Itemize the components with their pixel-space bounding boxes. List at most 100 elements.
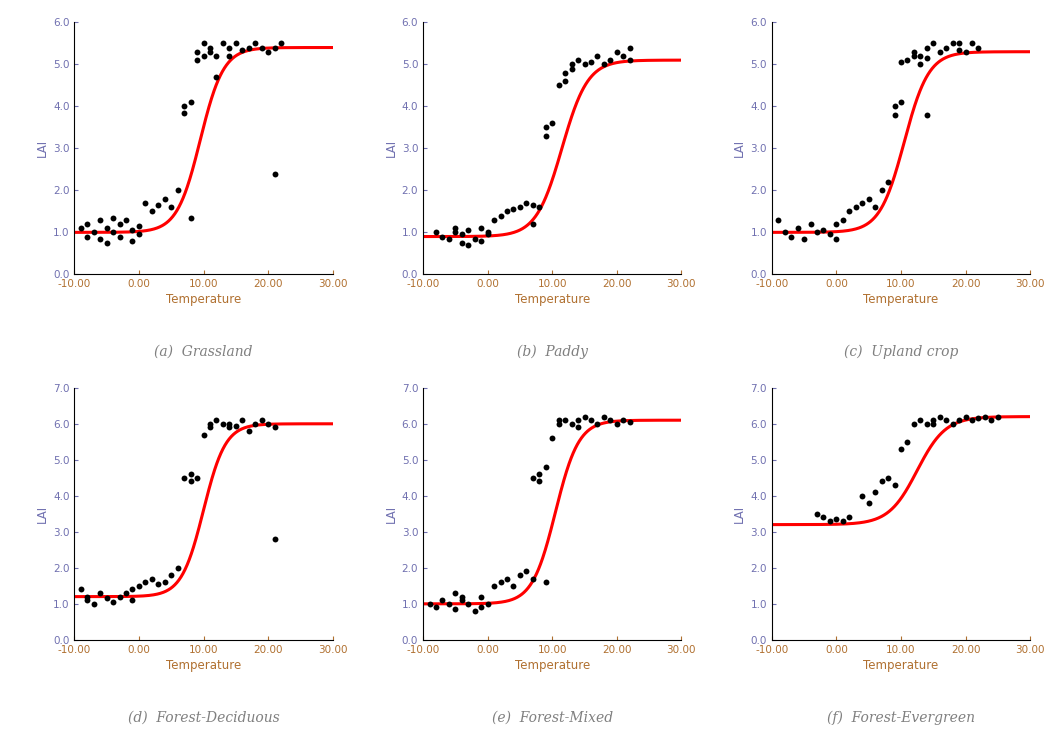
Point <box>847 201 864 213</box>
Point <box>525 472 542 484</box>
Y-axis label: LAI: LAI <box>733 504 747 523</box>
Point <box>137 197 154 209</box>
X-axis label: Temperature: Temperature <box>863 293 939 307</box>
Point <box>821 228 838 240</box>
Point <box>447 603 464 615</box>
Point <box>79 591 96 603</box>
Point <box>976 411 993 423</box>
Point <box>182 475 199 487</box>
Point <box>506 580 523 591</box>
Point <box>485 580 502 591</box>
Point <box>569 414 586 426</box>
Point <box>544 432 561 444</box>
X-axis label: Temperature: Temperature <box>863 659 939 672</box>
Point <box>873 475 890 487</box>
Point <box>189 54 206 66</box>
Point <box>479 598 496 610</box>
Point <box>447 222 464 234</box>
Point <box>919 418 936 430</box>
Point <box>537 577 554 589</box>
Text: (c)  Upland crop: (c) Upland crop <box>844 345 958 359</box>
Point <box>912 414 929 426</box>
Point <box>828 513 845 525</box>
Point <box>602 414 619 426</box>
Point <box>91 587 108 599</box>
Point <box>162 201 179 213</box>
Point <box>143 205 160 217</box>
Y-axis label: LAI: LAI <box>384 139 397 158</box>
Point <box>506 203 523 215</box>
Point <box>563 58 580 70</box>
Point <box>512 201 529 213</box>
Point <box>892 96 909 108</box>
Point <box>821 515 838 527</box>
Point <box>615 414 632 426</box>
Point <box>479 228 496 240</box>
Point <box>434 594 451 606</box>
Point <box>447 587 464 599</box>
Point <box>72 222 89 234</box>
Point <box>860 193 877 205</box>
Point <box>963 414 980 426</box>
Text: (e)  Forest-Mixed: (e) Forest-Mixed <box>492 711 613 725</box>
Point <box>808 508 825 520</box>
Point <box>240 42 257 54</box>
Point <box>867 201 884 213</box>
Point <box>112 591 129 603</box>
Point <box>434 231 451 243</box>
Point <box>860 497 877 509</box>
Point <box>118 587 135 599</box>
Point <box>963 37 980 49</box>
Y-axis label: LAI: LAI <box>36 139 49 158</box>
Point <box>479 226 496 238</box>
Point <box>104 226 121 238</box>
Point <box>776 226 793 238</box>
Point <box>253 414 270 426</box>
Point <box>525 199 542 211</box>
Point <box>512 569 529 581</box>
Point <box>137 577 154 589</box>
Point <box>118 214 135 225</box>
X-axis label: Temperature: Temperature <box>166 293 241 307</box>
Point <box>85 226 102 238</box>
Point <box>802 218 819 230</box>
Point <box>556 414 573 426</box>
Point <box>518 197 535 209</box>
Point <box>189 46 206 58</box>
Point <box>621 416 638 428</box>
Point <box>957 46 974 58</box>
Point <box>854 490 871 501</box>
Point <box>498 573 515 585</box>
Point <box>460 224 477 236</box>
Point <box>550 418 567 430</box>
Point <box>867 487 884 498</box>
Point <box>473 235 490 247</box>
Point <box>537 121 554 133</box>
Point <box>582 414 599 426</box>
Point <box>182 468 199 480</box>
Y-axis label: LAI: LAI <box>384 504 397 523</box>
Point <box>886 100 903 112</box>
Point <box>259 46 276 58</box>
Point <box>131 580 148 591</box>
Point <box>202 421 219 433</box>
Point <box>441 233 458 245</box>
Point <box>563 62 580 74</box>
Point <box>550 414 567 426</box>
Point <box>162 569 179 581</box>
Point <box>615 50 632 62</box>
Text: (a)  Grassland: (a) Grassland <box>154 345 253 359</box>
Point <box>72 583 89 595</box>
Point <box>841 511 858 523</box>
Point <box>112 231 129 243</box>
Point <box>815 511 832 523</box>
Point <box>104 212 121 224</box>
Point <box>919 52 936 64</box>
Point <box>563 418 580 430</box>
Point <box>234 414 251 426</box>
Point <box>854 197 871 209</box>
Point <box>195 50 212 62</box>
Point <box>156 577 173 589</box>
Point <box>221 421 238 433</box>
Point <box>879 472 896 484</box>
